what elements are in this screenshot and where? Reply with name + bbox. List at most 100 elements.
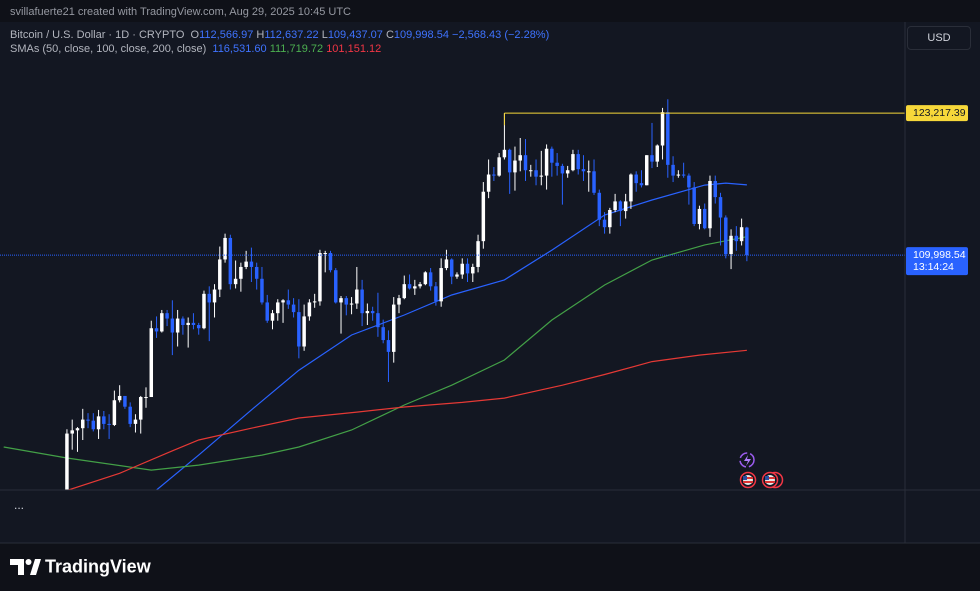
sma-label: SMAs (50, close, 100, close, 200, close) xyxy=(10,43,207,55)
candle-body xyxy=(571,154,575,171)
candle-body xyxy=(102,416,106,424)
candle-body xyxy=(734,235,739,242)
candle-body xyxy=(107,423,111,425)
event-icons[interactable] xyxy=(739,452,784,489)
candle-body xyxy=(117,395,122,401)
level-label: 123,217.39 xyxy=(913,107,966,119)
candle-body xyxy=(96,416,101,430)
more-menu[interactable]: ... xyxy=(14,498,24,512)
candle-body xyxy=(302,316,306,347)
candle-body xyxy=(513,160,517,173)
candle-body xyxy=(133,419,138,424)
candle-body xyxy=(112,400,117,425)
candle-body xyxy=(581,169,586,172)
candle-body xyxy=(724,217,728,255)
candle-body xyxy=(144,397,148,399)
candle-body xyxy=(492,174,496,176)
candle-body xyxy=(439,268,443,302)
candle-body xyxy=(544,148,549,176)
candle-body xyxy=(297,312,301,347)
candle-body xyxy=(207,293,211,303)
candle-body xyxy=(244,261,248,267)
ohlc-key: H xyxy=(256,29,265,41)
candle-body xyxy=(175,318,180,333)
change: −2,568.43 (−2.28%) xyxy=(452,29,550,41)
candle-body xyxy=(702,208,707,229)
candle-body xyxy=(202,293,206,329)
candle-body xyxy=(339,298,343,303)
candle-body xyxy=(70,430,74,434)
candle-body xyxy=(613,201,617,210)
candle-body xyxy=(365,311,370,314)
symbol: Bitcoin / U.S. Dollar · 1D · CRYPTO xyxy=(10,29,185,41)
candle-body xyxy=(713,180,717,198)
candle-body xyxy=(497,157,501,176)
candle-body xyxy=(644,155,649,186)
candle-body xyxy=(539,175,544,177)
candle-body xyxy=(196,325,201,329)
candle-body xyxy=(323,252,327,254)
candle-body xyxy=(344,298,349,305)
sma-value: 111,719.72 xyxy=(269,43,324,55)
candle-body xyxy=(276,302,280,314)
candle-body xyxy=(671,164,675,176)
candle-body xyxy=(434,286,438,302)
candle-body xyxy=(455,274,459,277)
candle-body xyxy=(486,174,491,192)
candle-body xyxy=(381,327,385,341)
candle-body xyxy=(376,313,380,328)
candle-body xyxy=(360,289,364,314)
symbol-line: Bitcoin / U.S. Dollar · 1D · CRYPTO O 112… xyxy=(10,29,549,41)
candle-body xyxy=(623,201,628,212)
currency-button[interactable]: USD xyxy=(907,26,971,50)
candle-body xyxy=(529,170,533,172)
candle-body xyxy=(481,191,486,242)
sma-value: 101,151.12 xyxy=(326,43,382,55)
candle-body xyxy=(334,270,338,303)
sma-line xyxy=(156,182,747,490)
candle-body xyxy=(281,300,285,303)
candle-body xyxy=(138,397,143,420)
level-badge xyxy=(906,105,968,122)
candle-body xyxy=(444,259,449,269)
sma-line xyxy=(66,349,747,490)
candle-body xyxy=(223,237,227,260)
candle-body xyxy=(291,304,296,313)
candle-body xyxy=(465,263,470,274)
candle-body xyxy=(228,237,233,285)
ohlc-key: O xyxy=(190,29,200,41)
brand-name: TradingView xyxy=(45,556,152,576)
candle-body xyxy=(149,328,154,398)
candle-body xyxy=(312,301,317,303)
ohlc-key: C xyxy=(385,29,394,41)
candle-body xyxy=(592,171,596,193)
candle-body xyxy=(254,266,259,279)
candle-body xyxy=(318,252,322,302)
candle-body xyxy=(154,328,159,332)
candle-body xyxy=(407,284,412,289)
logo xyxy=(10,559,41,575)
candle-body xyxy=(708,180,712,229)
candle-body xyxy=(191,322,196,326)
candle-body xyxy=(349,303,354,305)
last-price-badge xyxy=(906,247,968,276)
candle-body xyxy=(476,241,480,267)
candle-body xyxy=(629,174,633,202)
ohlc-value: 109,437.07 xyxy=(327,29,383,41)
candle-body xyxy=(265,302,269,321)
candle-body xyxy=(397,298,401,305)
candle-body xyxy=(518,155,522,161)
candle-body xyxy=(355,289,359,304)
ohlc-value: 112,637.22 xyxy=(264,29,319,41)
candle-body xyxy=(739,227,744,242)
plot-background xyxy=(0,22,905,543)
candle-body xyxy=(413,286,417,289)
candle-body xyxy=(260,278,264,303)
candle-body xyxy=(181,318,185,326)
candle-body xyxy=(676,174,681,176)
price-axis-background xyxy=(905,22,980,543)
candle-body xyxy=(249,261,254,267)
candle-body xyxy=(307,302,312,317)
